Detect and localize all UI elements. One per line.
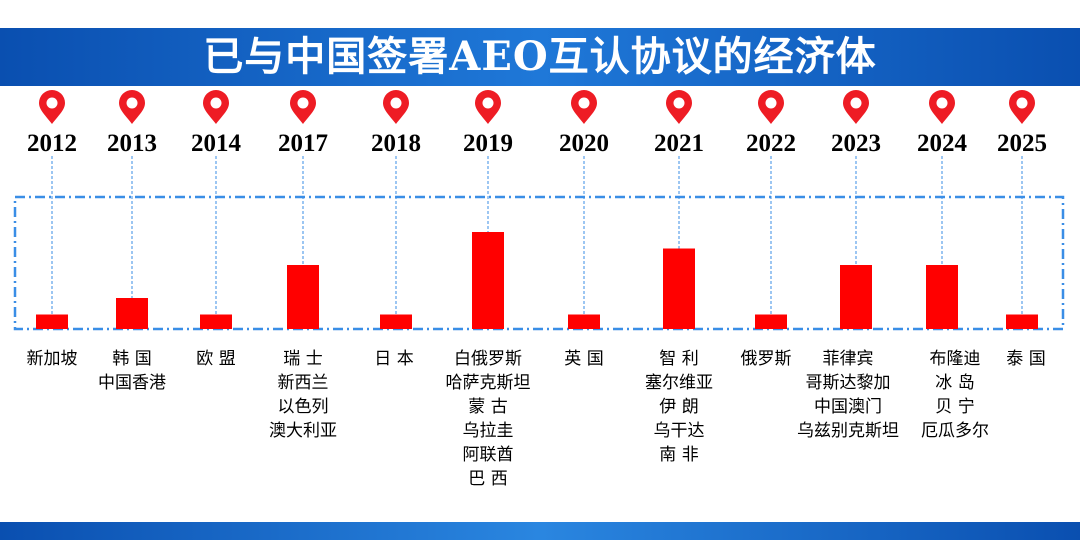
economy-label: 泰 国 bbox=[1006, 349, 1045, 369]
map-pin-icon bbox=[571, 90, 597, 124]
economy-label: 哥斯达黎加 bbox=[806, 373, 891, 393]
economy-label: 哈萨克斯坦 bbox=[446, 373, 531, 393]
economy-label: 中国澳门 bbox=[814, 397, 882, 417]
economy-label: 厄瓜多尔 bbox=[921, 421, 989, 441]
economy-label: 乌干达 bbox=[654, 421, 705, 441]
bar-2019 bbox=[472, 232, 504, 329]
economy-label: 中国香港 bbox=[98, 373, 166, 393]
economy-label: 俄罗斯 bbox=[741, 349, 792, 369]
economy-label: 阿联酋 bbox=[463, 445, 514, 465]
economy-label: 以色列 bbox=[278, 397, 329, 417]
page-title: 已与中国签署AEO互认协议的经济体 bbox=[203, 33, 877, 80]
economy-label: 蒙 古 bbox=[468, 397, 507, 417]
year-label: 2022 bbox=[746, 130, 796, 157]
economy-label: 菲律宾 bbox=[823, 349, 874, 369]
map-pin-icon bbox=[1009, 90, 1035, 124]
year-label: 2024 bbox=[917, 130, 968, 157]
economy-label: 南 非 bbox=[659, 445, 698, 465]
economy-label: 乌拉圭 bbox=[463, 421, 514, 441]
map-pin-icon bbox=[290, 90, 316, 124]
map-pin-icon bbox=[119, 90, 145, 124]
bar-2013 bbox=[116, 298, 148, 329]
year-label: 2020 bbox=[559, 130, 609, 157]
economy-label: 新加坡 bbox=[27, 349, 78, 369]
bar-2020 bbox=[568, 314, 600, 329]
bar-2018 bbox=[380, 314, 412, 329]
map-pin-icon bbox=[39, 90, 65, 124]
economy-label: 日 本 bbox=[374, 349, 413, 369]
year-label: 2021 bbox=[654, 130, 704, 157]
economy-label: 冰 岛 bbox=[935, 373, 974, 393]
year-label: 2025 bbox=[997, 130, 1047, 157]
bar-2024 bbox=[926, 265, 958, 329]
economy-label: 乌兹别克斯坦 bbox=[797, 421, 899, 441]
year-label: 2012 bbox=[27, 130, 77, 157]
economy-label: 布隆迪 bbox=[930, 349, 981, 369]
year-label: 2018 bbox=[371, 130, 421, 157]
map-pin-icon bbox=[203, 90, 229, 124]
map-pin-icon bbox=[758, 90, 784, 124]
economy-label: 智 利 bbox=[659, 349, 698, 369]
map-pin-icon bbox=[475, 90, 501, 124]
year-label: 2017 bbox=[278, 130, 328, 157]
bar-2022 bbox=[755, 314, 787, 329]
bar-2023 bbox=[840, 265, 872, 329]
title-bar bbox=[0, 28, 1080, 86]
year-label: 2014 bbox=[191, 130, 242, 157]
bar-2012 bbox=[36, 314, 68, 329]
economy-label: 新西兰 bbox=[278, 373, 329, 393]
map-pin-icon bbox=[383, 90, 409, 124]
economy-label: 巴 西 bbox=[468, 469, 507, 489]
economy-label: 瑞 士 bbox=[283, 349, 322, 369]
year-label: 2023 bbox=[831, 130, 881, 157]
economy-label: 韩 国 bbox=[112, 349, 151, 369]
economy-label: 白俄罗斯 bbox=[454, 349, 522, 369]
economy-label: 贝 宁 bbox=[935, 397, 974, 417]
bar-2014 bbox=[200, 314, 232, 329]
year-label: 2019 bbox=[463, 130, 513, 157]
bar-2021 bbox=[663, 248, 695, 329]
economy-label: 伊 朗 bbox=[659, 397, 698, 417]
economy-label: 英 国 bbox=[564, 349, 603, 369]
bar-2017 bbox=[287, 265, 319, 329]
map-pin-icon bbox=[843, 90, 869, 124]
bottom-bar bbox=[0, 522, 1080, 540]
economy-label: 欧 盟 bbox=[196, 349, 235, 369]
chart-frame bbox=[13, 195, 1065, 331]
map-pin-icon bbox=[666, 90, 692, 124]
bar-2025 bbox=[1006, 314, 1038, 329]
map-pin-icon bbox=[929, 90, 955, 124]
year-label: 2013 bbox=[107, 130, 157, 157]
economy-label: 塞尔维亚 bbox=[645, 373, 713, 393]
economy-label: 澳大利亚 bbox=[269, 421, 337, 441]
